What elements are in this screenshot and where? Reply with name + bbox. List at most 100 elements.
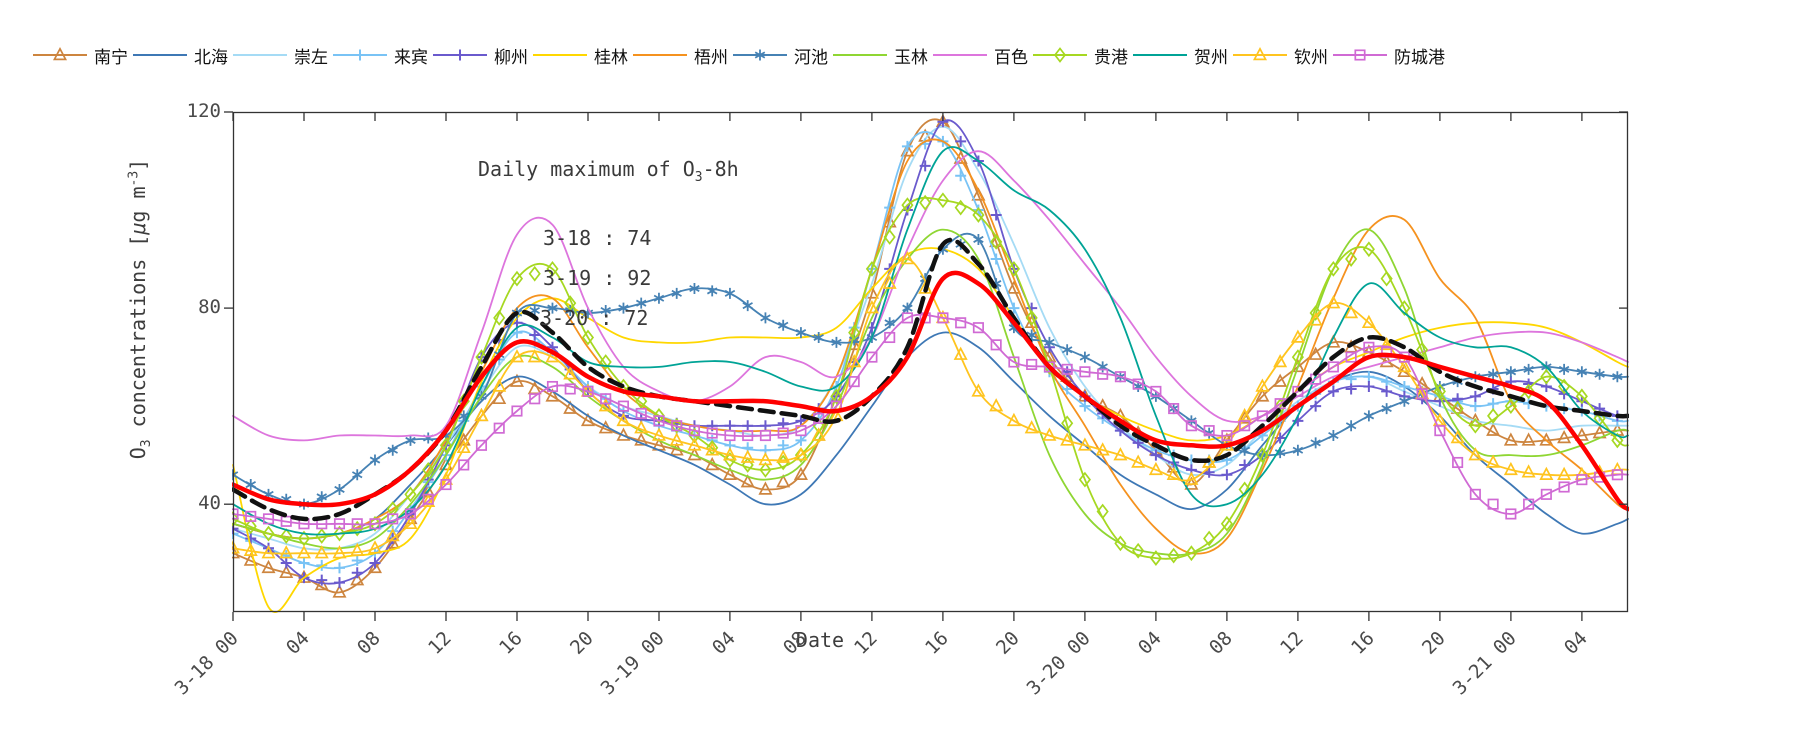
diamond-marker <box>1416 341 1429 358</box>
star-marker <box>547 302 558 314</box>
series-hezhou <box>232 146 1629 536</box>
triangle-marker <box>722 447 737 461</box>
plus-marker <box>1079 400 1091 412</box>
plus-marker <box>1310 400 1322 412</box>
plot-area <box>224 111 1629 621</box>
triangle-marker <box>722 466 737 480</box>
diamond-marker <box>848 324 861 341</box>
triangle-marker <box>1486 454 1501 468</box>
triangle-marker <box>1184 471 1199 485</box>
triangle-marker <box>847 353 862 368</box>
triangle-marker <box>1503 461 1518 476</box>
triangle-marker <box>882 275 897 289</box>
diamond-marker <box>422 461 435 478</box>
plus-marker <box>351 567 363 579</box>
diamond-marker <box>688 427 701 444</box>
legend-swatch-yulin <box>833 54 887 56</box>
square-marker <box>1132 378 1144 390</box>
diamond-marker <box>404 486 417 503</box>
square-marker <box>1363 341 1375 353</box>
diamond-marker <box>1345 251 1358 267</box>
star-marker <box>387 444 398 456</box>
square-marker <box>653 415 665 427</box>
series-line-fangchenggang <box>232 313 1629 526</box>
plus-marker <box>777 439 789 451</box>
triangle-marker <box>580 412 595 427</box>
series-line-regional-mean-8h <box>232 270 1629 512</box>
triangle-marker <box>1273 373 1288 387</box>
series-line-hechi <box>232 232 1629 506</box>
plus-marker <box>333 577 345 589</box>
diamond-marker <box>1611 432 1624 449</box>
plus-marker <box>1203 466 1215 478</box>
square-marker <box>972 322 984 334</box>
star-marker <box>529 305 540 317</box>
star-marker <box>245 479 256 491</box>
square-marker <box>1114 371 1126 383</box>
triangle-marker <box>385 535 400 549</box>
triangle-marker <box>758 452 773 466</box>
star-marker <box>1558 363 1570 375</box>
star-marker <box>1061 344 1073 356</box>
diamond-marker <box>1469 417 1482 434</box>
triangle-marker <box>1006 412 1021 427</box>
plus-marker <box>955 170 967 182</box>
plus-marker <box>990 209 1002 221</box>
diamond-marker <box>368 515 382 532</box>
triangle-marker <box>1060 432 1075 446</box>
square-marker <box>1168 403 1180 415</box>
triangle-marker <box>651 427 666 441</box>
legend-label-fangchenggang: 防城港 <box>1394 47 1445 68</box>
star-marker <box>813 331 824 343</box>
legend-label-liuzhou: 柳州 <box>494 47 528 68</box>
triangle-marker <box>332 584 347 598</box>
triangle-marker <box>261 559 276 574</box>
triangle-marker <box>1450 429 1465 444</box>
y-tick-label-80: 80 <box>198 296 221 319</box>
triangle-marker <box>456 432 471 446</box>
square-marker <box>1185 420 1197 432</box>
triangle-marker <box>563 366 578 380</box>
triangle-marker <box>1379 336 1394 351</box>
triangle-marker <box>1308 312 1323 326</box>
diamond-marker <box>1203 530 1216 547</box>
square-marker <box>564 383 576 395</box>
square-marker <box>475 439 488 451</box>
series-line-guigang <box>232 196 1629 560</box>
plus-marker <box>724 420 736 432</box>
triangle-marker <box>350 572 365 586</box>
legend-item-yulin: 玉林 <box>833 40 928 70</box>
square-marker <box>955 317 967 329</box>
legend-swatch-guigang <box>1033 47 1087 63</box>
star-marker <box>760 312 771 324</box>
legend-label-guigang: 贵港 <box>1094 47 1128 68</box>
legend-item-baise: 百色 <box>933 40 1028 70</box>
diamond-marker <box>1451 400 1464 417</box>
triangle-marker <box>900 251 915 265</box>
triangle-marker <box>1148 461 1163 476</box>
star-marker <box>1505 366 1517 378</box>
triangle-marker <box>243 542 258 556</box>
triangle-marker <box>279 564 294 579</box>
series-regional-mean-8h <box>232 270 1629 512</box>
star-marker <box>831 336 842 348</box>
plus-marker <box>919 160 931 172</box>
square-marker <box>546 380 559 393</box>
square-marker <box>333 518 346 530</box>
legend-swatch-guilin <box>533 54 587 56</box>
square-marker <box>1434 425 1446 437</box>
star-marker <box>902 302 913 314</box>
legend-swatch-wuzhou <box>633 54 687 56</box>
diamond-marker <box>901 197 914 214</box>
triangle-marker <box>1024 420 1039 434</box>
legend-swatch-fangchenggang <box>1333 49 1387 61</box>
square-marker <box>245 510 257 522</box>
star-marker <box>422 432 434 444</box>
plus-marker <box>333 562 345 574</box>
plus-marker <box>454 49 466 61</box>
triangle-marker <box>350 542 365 556</box>
series-guilin <box>232 247 1629 613</box>
diamond-marker <box>1007 260 1020 277</box>
star-marker <box>369 454 381 466</box>
